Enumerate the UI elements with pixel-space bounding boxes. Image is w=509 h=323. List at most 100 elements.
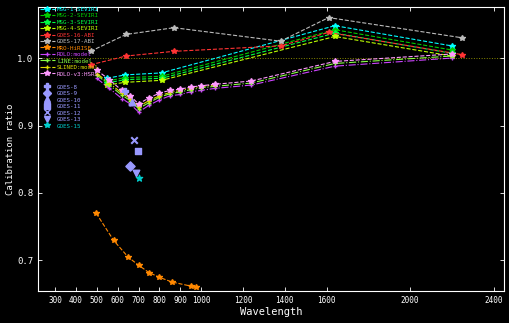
LINE:model bbox=[94, 73, 100, 77]
MSG-4-SEVIRI bbox=[158, 78, 164, 82]
GOES-17-ABI bbox=[88, 49, 94, 53]
SLINED:model bbox=[211, 83, 217, 87]
MSG-4-SEVIRI bbox=[331, 35, 337, 38]
SLINED:model bbox=[119, 91, 125, 95]
GOES-16-ABI bbox=[458, 53, 464, 57]
SLINED:model bbox=[146, 99, 152, 102]
LINE:model bbox=[198, 86, 204, 90]
MRO-HiRISE bbox=[135, 263, 142, 267]
SLINED:model bbox=[166, 90, 173, 94]
MSG-2-SEVIRI bbox=[104, 79, 110, 83]
LINE:model bbox=[248, 81, 254, 85]
ROLO-v3:HSRS bbox=[248, 79, 254, 83]
Line: MSG-4-SEVIRI: MSG-4-SEVIRI bbox=[104, 34, 454, 88]
ROLO:model bbox=[106, 87, 112, 90]
MSG-3-SEVIRI bbox=[122, 78, 128, 82]
ROLO-v3:HSRS bbox=[331, 59, 337, 63]
ROLO-v3:HSRS bbox=[135, 102, 142, 106]
LINE:model bbox=[119, 93, 125, 97]
Line: GOES-16-ABI: GOES-16-ABI bbox=[88, 30, 464, 68]
ROLO-v3:HSRS bbox=[156, 91, 162, 95]
MSG-3-SEVIRI bbox=[331, 31, 337, 35]
ROLO-v3:HSRS bbox=[119, 89, 125, 92]
MRO-HiRISE bbox=[187, 284, 193, 288]
LINE:model bbox=[211, 84, 217, 88]
MRO-HiRISE bbox=[110, 238, 117, 242]
ROLO-v3:HSRS bbox=[211, 82, 217, 86]
ROLO:model bbox=[248, 83, 254, 87]
MRO-HiRISE bbox=[192, 286, 199, 289]
Line: GOES-17-ABI: GOES-17-ABI bbox=[88, 15, 464, 54]
ROLO-v3:HSRS bbox=[146, 96, 152, 100]
MRO-HiRISE bbox=[168, 280, 175, 284]
MSG-1-SEVIRI bbox=[158, 71, 164, 75]
MSG-4-SEVIRI bbox=[122, 80, 128, 84]
GOES-16-ABI bbox=[325, 30, 331, 34]
GOES-11 bbox=[133, 149, 142, 154]
Line: SLINED:model: SLINED:model bbox=[95, 71, 216, 109]
ROLO-v3:HSRS bbox=[166, 89, 173, 92]
ROLO-v3:HSRS bbox=[187, 85, 193, 89]
Line: MSG-1-SEVIRI: MSG-1-SEVIRI bbox=[104, 23, 454, 81]
ROLO:model bbox=[94, 76, 100, 80]
MSG-1-SEVIRI bbox=[331, 24, 337, 27]
ROLO-v3:HSRS bbox=[106, 78, 112, 82]
ROLO:model bbox=[166, 94, 173, 98]
ROLO:model bbox=[127, 102, 133, 106]
SLINED:model bbox=[106, 81, 112, 85]
MRO-HiRISE bbox=[156, 276, 162, 279]
SLINED:model bbox=[187, 87, 193, 90]
ROLO:model bbox=[187, 90, 193, 94]
MSG-3-SEVIRI bbox=[448, 51, 454, 55]
SLINED:model bbox=[135, 105, 142, 109]
MRO-HiRISE bbox=[146, 271, 152, 275]
ROLO:model bbox=[177, 93, 183, 97]
GOES-17-ABI bbox=[123, 33, 129, 36]
ROLO-v3:HSRS bbox=[177, 87, 183, 91]
Line: MRO-HiRISE: MRO-HiRISE bbox=[93, 211, 199, 290]
SLINED:model bbox=[127, 97, 133, 100]
LINE:model bbox=[177, 90, 183, 94]
MSG-4-SEVIRI bbox=[104, 83, 110, 87]
GOES-16-ABI bbox=[123, 54, 129, 58]
GOES-16-ABI bbox=[88, 63, 94, 67]
LINE:model bbox=[166, 92, 173, 96]
ROLO:model bbox=[156, 98, 162, 102]
MSG-3-SEVIRI bbox=[158, 76, 164, 80]
LINE:model bbox=[146, 101, 152, 105]
Legend: MSG-1-SEVIRI, MSG-2-SEVIRI, MSG-3-SEVIRI, MSG-4-SEVIRI, GOES-16-ABI, GOES-17-ABI: MSG-1-SEVIRI, MSG-2-SEVIRI, MSG-3-SEVIRI… bbox=[39, 5, 100, 130]
GOES-12 bbox=[130, 138, 138, 143]
ROLO-v3:HSRS bbox=[94, 68, 100, 72]
ROLO:model bbox=[135, 110, 142, 114]
ROLO:model bbox=[119, 97, 125, 100]
LINE:model bbox=[448, 54, 454, 58]
MRO-HiRISE bbox=[93, 211, 99, 215]
MSG-2-SEVIRI bbox=[158, 74, 164, 78]
MSG-2-SEVIRI bbox=[448, 48, 454, 52]
SLINED:model bbox=[94, 72, 100, 76]
Line: MSG-2-SEVIRI: MSG-2-SEVIRI bbox=[104, 27, 454, 84]
GOES-16-ABI bbox=[171, 49, 177, 53]
LINE:model bbox=[331, 61, 337, 65]
GOES-17-ABI bbox=[325, 16, 331, 19]
LINE:model bbox=[106, 83, 112, 87]
GOES-13 bbox=[132, 170, 140, 175]
GOES-8 bbox=[121, 89, 129, 94]
GOES-16-ABI bbox=[277, 44, 283, 48]
GOES-10 bbox=[128, 99, 136, 105]
GOES-17-ABI bbox=[171, 26, 177, 30]
X-axis label: Wavelength: Wavelength bbox=[239, 307, 302, 318]
SLINED:model bbox=[177, 89, 183, 92]
LINE:model bbox=[127, 99, 133, 102]
GOES-9 bbox=[126, 163, 134, 169]
GOES-17-ABI bbox=[458, 36, 464, 40]
ROLO:model bbox=[198, 89, 204, 92]
ROLO:model bbox=[211, 87, 217, 90]
ROLO:model bbox=[448, 56, 454, 60]
LINE:model bbox=[187, 88, 193, 92]
Y-axis label: Calibration ratio: Calibration ratio bbox=[6, 103, 15, 195]
Line: ROLO-v3:HSRS: ROLO-v3:HSRS bbox=[94, 51, 454, 107]
LINE:model bbox=[135, 107, 142, 110]
GOES-15 bbox=[135, 176, 143, 181]
SLINED:model bbox=[156, 94, 162, 98]
